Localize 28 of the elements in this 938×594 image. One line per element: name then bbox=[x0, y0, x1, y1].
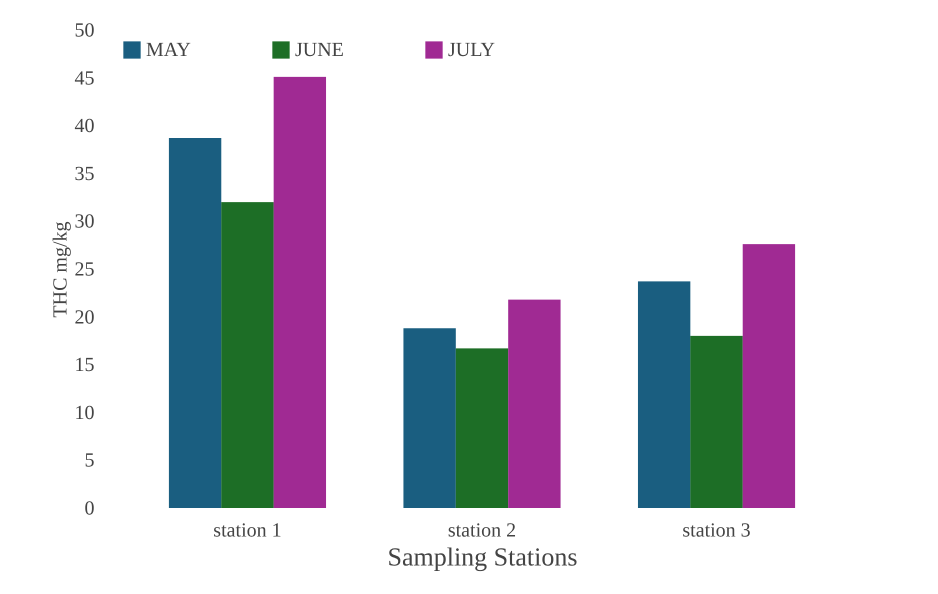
bar bbox=[274, 76, 326, 508]
y-tick-label: 10 bbox=[74, 402, 94, 424]
bar bbox=[638, 281, 690, 508]
y-tick-label: 40 bbox=[74, 115, 94, 138]
bar bbox=[168, 138, 222, 508]
x-axis-title: Sampling Stations bbox=[388, 542, 578, 572]
bar bbox=[742, 244, 796, 508]
y-axis-title: THC mg/kg bbox=[50, 221, 72, 318]
y-tick-label: 50 bbox=[74, 20, 94, 42]
legend-label: MAY bbox=[146, 39, 191, 61]
x-tick-label: station 3 bbox=[682, 520, 751, 542]
bar bbox=[221, 202, 274, 508]
x-tick-label: station 2 bbox=[448, 520, 516, 542]
bar bbox=[403, 328, 456, 508]
y-tick-label: 30 bbox=[74, 210, 94, 233]
y-tick-label: 0 bbox=[84, 498, 94, 520]
y-tick-label: 5 bbox=[84, 450, 94, 472]
y-tick-label: 35 bbox=[74, 162, 94, 185]
x-tick-label: station 1 bbox=[213, 520, 282, 542]
legend-label: JUNE bbox=[295, 39, 344, 61]
y-tick-label: 45 bbox=[74, 67, 94, 90]
bar bbox=[456, 348, 508, 508]
legend-label: JULY bbox=[448, 39, 495, 61]
y-tick-label: 20 bbox=[74, 306, 94, 328]
bar bbox=[690, 336, 743, 508]
y-tick-label: 15 bbox=[74, 354, 94, 376]
y-tick-label: 25 bbox=[74, 258, 94, 280]
bar bbox=[508, 300, 561, 508]
